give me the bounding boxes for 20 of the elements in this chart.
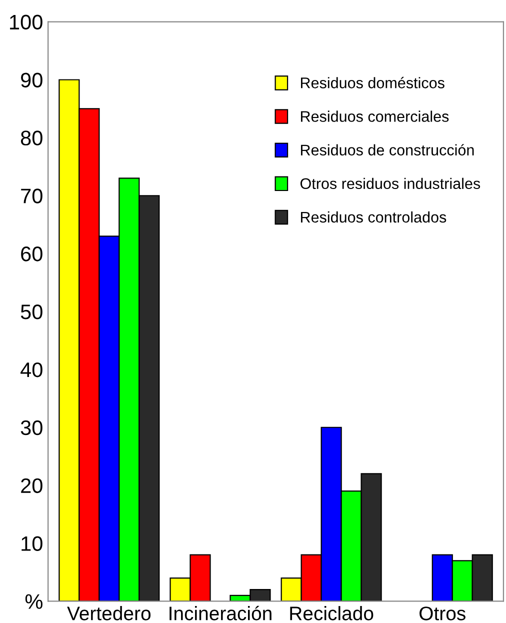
- x-tick-label: Reciclado: [290, 606, 374, 620]
- y-tick-label: 100: [10, 14, 42, 30]
- x-tick-label: Vertedero: [67, 606, 151, 620]
- y-tick-label: 70: [21, 188, 42, 204]
- legend-label: Residuos comerciales: [301, 110, 449, 122]
- legend-label: Residuos de construcción: [301, 144, 474, 156]
- y-tick-label: %: [25, 594, 42, 609]
- y-tick-label: 20: [21, 478, 42, 494]
- y-tick-label: 80: [20, 130, 42, 146]
- x-tick-label: Otros: [420, 606, 466, 620]
- legend-label: Residuos controlados: [301, 211, 446, 223]
- y-tick-label: 40: [20, 362, 42, 378]
- y-tick-label: 90: [21, 72, 42, 88]
- legend-label: Residuos domésticos: [301, 76, 444, 88]
- x-tick-label: Incineración: [170, 606, 272, 620]
- y-tick-label: 60: [21, 246, 42, 262]
- legend-label: Otros residuos industriales: [300, 178, 480, 190]
- y-tick-label: 50: [20, 304, 42, 320]
- y-tick-label: 10: [22, 536, 42, 552]
- y-tick-label: 30: [20, 420, 42, 436]
